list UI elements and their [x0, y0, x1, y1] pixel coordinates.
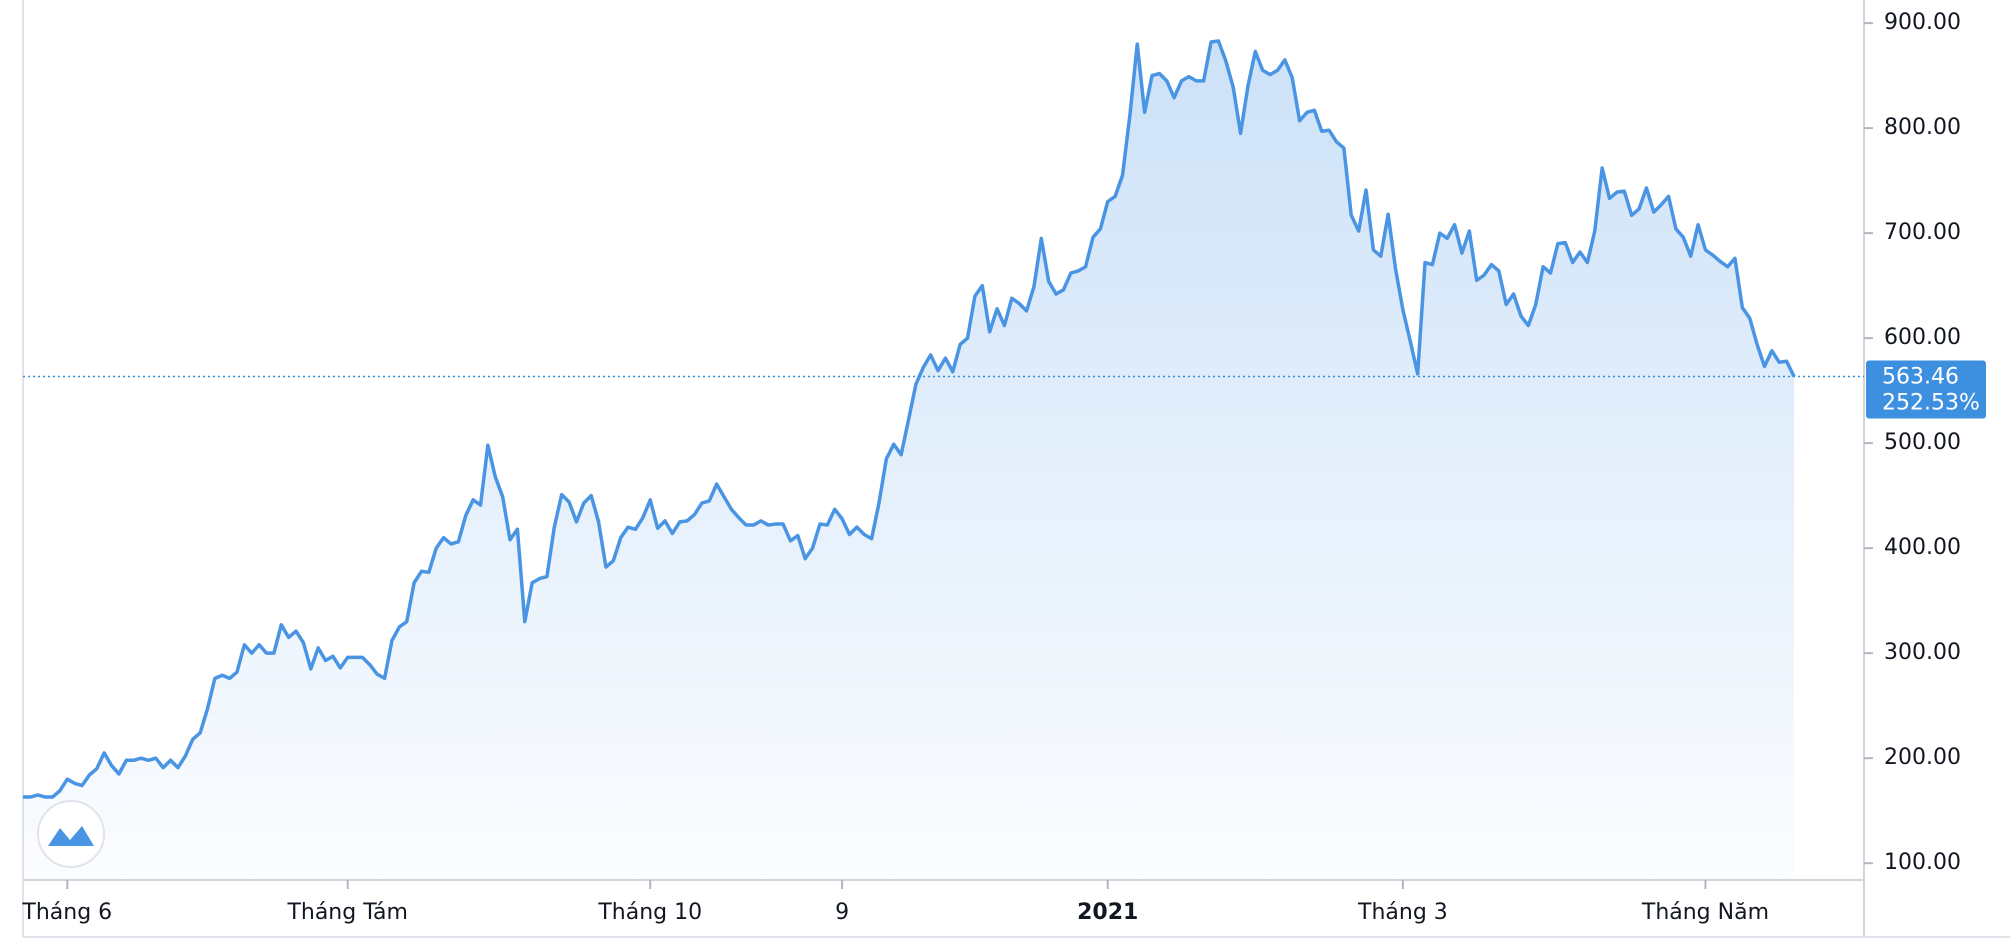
last-value-label: 563.46: [1882, 365, 1959, 390]
x-tick-label: 2021: [1077, 900, 1138, 925]
y-tick-label: 100.00: [1884, 850, 1961, 875]
y-tick-label: 300.00: [1884, 640, 1961, 665]
change-label: 252.53%: [1882, 391, 1980, 416]
y-tick-label: 800.00: [1884, 115, 1961, 140]
y-tick-label: 400.00: [1884, 535, 1961, 560]
y-tick-label: 700.00: [1884, 220, 1961, 245]
x-tick-label: Tháng 3: [1357, 900, 1448, 925]
x-tick-label: Tháng 10: [597, 900, 702, 925]
x-tick-label: Tháng 6: [21, 900, 112, 925]
y-tick-label: 600.00: [1884, 325, 1961, 350]
plot: [23, 39, 1796, 880]
line: [23, 39, 1796, 799]
area-fill: [23, 40, 1794, 880]
logo: [37, 800, 105, 868]
x-tick-label: Tháng Tám: [286, 900, 407, 925]
x-tick-label: 9: [835, 900, 849, 925]
y-tick-label: 900.00: [1884, 10, 1961, 35]
y-tick-label: 200.00: [1884, 745, 1961, 770]
y-tick-label: 500.00: [1884, 430, 1961, 455]
price-tag: [1866, 360, 1986, 419]
x-tick-label: Tháng Năm: [1641, 900, 1769, 925]
